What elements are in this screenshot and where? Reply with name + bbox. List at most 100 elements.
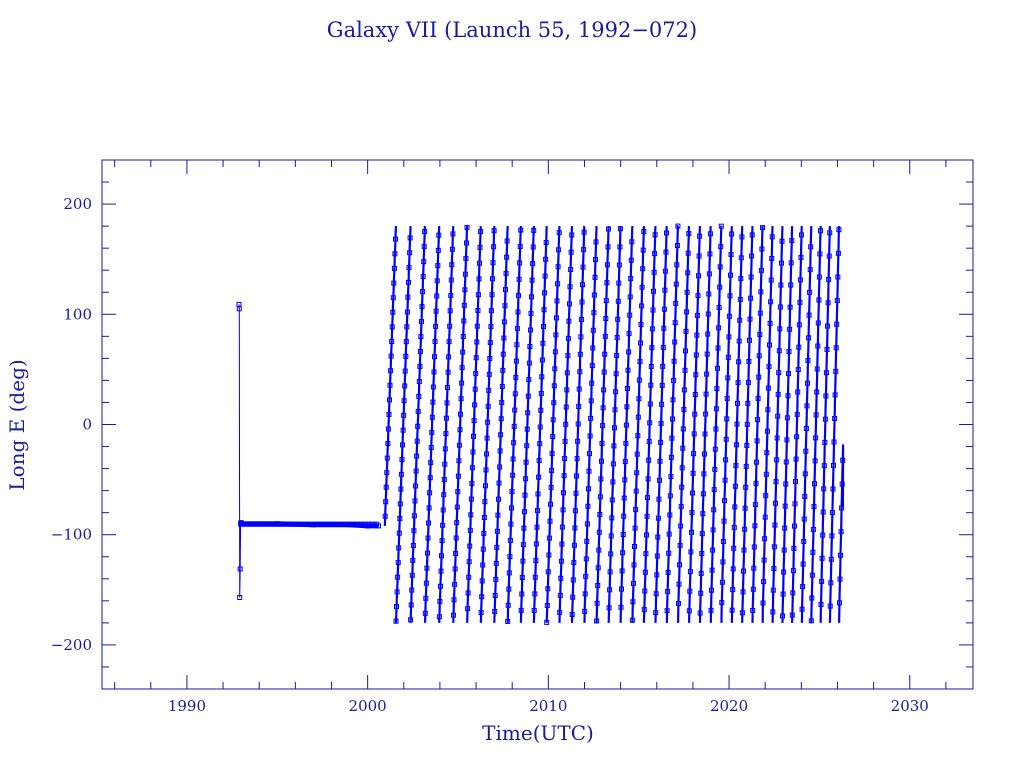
data-point bbox=[237, 566, 243, 572]
data-point bbox=[537, 424, 543, 430]
data-point bbox=[743, 484, 749, 490]
data-point bbox=[748, 274, 754, 280]
data-point bbox=[707, 251, 713, 257]
data-point bbox=[394, 589, 400, 595]
data-point bbox=[465, 606, 471, 612]
data-point bbox=[736, 338, 742, 344]
data-point bbox=[721, 518, 727, 524]
data-point bbox=[691, 431, 697, 437]
data-point bbox=[771, 544, 777, 550]
data-point bbox=[800, 584, 806, 590]
data-point bbox=[718, 244, 724, 250]
drift-cycle-line bbox=[781, 226, 794, 623]
data-point bbox=[822, 439, 828, 445]
data-point bbox=[236, 306, 242, 312]
data-point bbox=[568, 267, 574, 272]
data-point bbox=[263, 521, 268, 527]
data-point bbox=[406, 265, 412, 271]
data-point bbox=[496, 480, 502, 486]
data-point bbox=[711, 487, 717, 493]
drift-cycle-line bbox=[570, 225, 586, 623]
data-point bbox=[639, 284, 645, 290]
data-point bbox=[782, 525, 788, 531]
data-point bbox=[559, 541, 565, 547]
data-point bbox=[462, 287, 468, 293]
data-point bbox=[511, 423, 517, 429]
data-point bbox=[452, 581, 458, 587]
data-point bbox=[567, 301, 572, 307]
data-point bbox=[834, 321, 840, 327]
data-point bbox=[403, 339, 409, 345]
data-point bbox=[556, 247, 562, 253]
data-point bbox=[613, 371, 619, 377]
data-point bbox=[443, 415, 449, 421]
data-point bbox=[624, 404, 630, 410]
data-point bbox=[580, 282, 585, 288]
data-point bbox=[659, 401, 665, 407]
data-point bbox=[781, 569, 787, 575]
data-point bbox=[654, 553, 660, 559]
data-point bbox=[604, 280, 610, 286]
data-point bbox=[631, 562, 637, 568]
data-point bbox=[777, 326, 783, 332]
data-point bbox=[835, 274, 841, 280]
data-point bbox=[709, 567, 715, 573]
data-point bbox=[789, 238, 795, 244]
data-point bbox=[483, 467, 489, 473]
data-point bbox=[718, 223, 724, 229]
data-point bbox=[575, 438, 581, 444]
data-point bbox=[430, 399, 436, 405]
data-point bbox=[663, 249, 669, 255]
data-point bbox=[747, 316, 753, 322]
data-point bbox=[822, 416, 828, 422]
data-point bbox=[586, 468, 592, 474]
data-point bbox=[438, 583, 443, 589]
data-point bbox=[763, 471, 769, 477]
data-point bbox=[555, 264, 561, 270]
data-point bbox=[441, 477, 447, 482]
data-point bbox=[422, 229, 428, 235]
data-point bbox=[745, 400, 751, 406]
data-point bbox=[549, 468, 555, 473]
data-point bbox=[569, 612, 575, 617]
data-point bbox=[734, 421, 740, 427]
data-point bbox=[501, 319, 507, 325]
data-point bbox=[387, 382, 393, 388]
data-point bbox=[789, 612, 795, 618]
data-point bbox=[838, 529, 844, 535]
data-point bbox=[642, 569, 648, 575]
data-point bbox=[576, 386, 582, 392]
data-point bbox=[492, 593, 498, 598]
data-point bbox=[684, 309, 690, 315]
data-point bbox=[450, 231, 456, 237]
data-point bbox=[745, 379, 751, 385]
data-point bbox=[622, 477, 628, 483]
data-point bbox=[414, 453, 420, 459]
data-point bbox=[672, 339, 678, 345]
data-point bbox=[743, 463, 749, 469]
data-point bbox=[839, 481, 845, 487]
data-point bbox=[442, 446, 448, 452]
data-point bbox=[755, 417, 761, 423]
data-point bbox=[403, 353, 409, 359]
data-point bbox=[740, 589, 746, 595]
data-point bbox=[504, 254, 510, 260]
data-point bbox=[825, 323, 830, 329]
data-point bbox=[648, 364, 654, 369]
data-point bbox=[680, 445, 686, 451]
data-point bbox=[366, 521, 371, 527]
data-point bbox=[517, 260, 523, 266]
data-point bbox=[552, 366, 558, 372]
data-point bbox=[360, 521, 366, 527]
data-point bbox=[423, 580, 429, 586]
data-point bbox=[591, 292, 597, 298]
data-point bbox=[769, 256, 775, 261]
data-point bbox=[595, 583, 601, 588]
data-point bbox=[710, 547, 716, 553]
data-point bbox=[545, 569, 551, 575]
data-point bbox=[819, 555, 825, 561]
data-point bbox=[487, 340, 493, 346]
data-point bbox=[433, 308, 439, 314]
data-point bbox=[615, 298, 621, 304]
data-point bbox=[322, 521, 328, 527]
